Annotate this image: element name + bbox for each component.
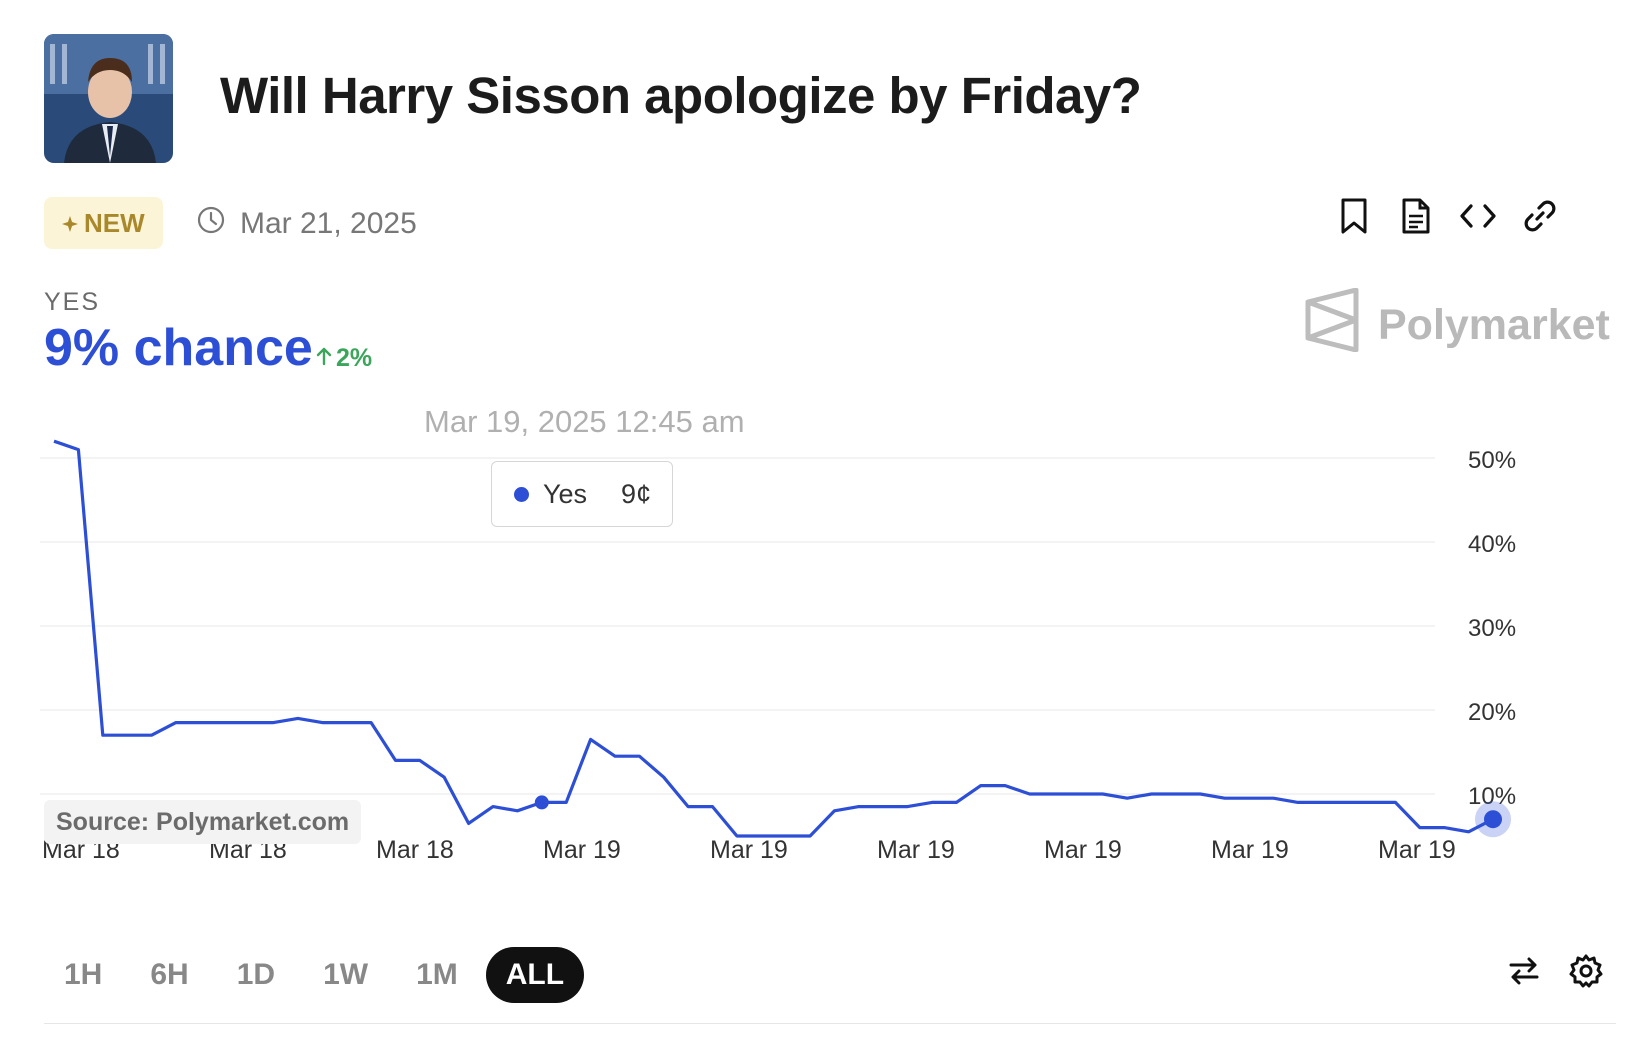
y-tick-label: 20% [1468, 699, 1516, 726]
y-tick-label: 10% [1468, 783, 1516, 810]
series-dot [514, 486, 529, 502]
hover-point [534, 795, 549, 810]
range-1m[interactable]: 1M [416, 958, 458, 991]
chart-tools [1504, 951, 1606, 991]
document-icon[interactable] [1396, 196, 1436, 236]
last-point [1484, 810, 1502, 829]
end-date-label: Mar 21, 2025 [240, 207, 417, 240]
x-tick-label: Mar 19 [1378, 836, 1456, 864]
clock-icon [196, 205, 226, 243]
range-6h[interactable]: 6H [150, 958, 189, 991]
range-1w[interactable]: 1W [323, 958, 369, 991]
bookmark-icon[interactable] [1334, 196, 1374, 236]
tooltip-value: 9¢ [621, 478, 652, 509]
source-label: Source: Polymarket.com [44, 800, 362, 844]
hover-date: Mar 19, 2025 12:45 am [424, 404, 745, 439]
action-bar [1334, 196, 1560, 236]
settings-icon[interactable] [1566, 951, 1606, 991]
y-tick-label: 30% [1468, 615, 1516, 642]
range-selector: 1H 6H 1D 1W 1M ALL [44, 947, 592, 1003]
outcome-label: YES [44, 288, 101, 316]
market-thumbnail [44, 34, 173, 163]
x-tick-label: Mar 19 [1044, 836, 1122, 864]
arrow-up-icon [316, 344, 332, 373]
x-tick-label: Mar 19 [1211, 836, 1289, 864]
end-date: Mar 21, 2025 [196, 205, 417, 243]
x-tick-label: Mar 19 [710, 836, 788, 864]
range-1h[interactable]: 1H [64, 958, 103, 991]
link-icon[interactable] [1520, 196, 1560, 236]
divider [44, 1023, 1616, 1024]
chance-delta-value: 2% [336, 344, 373, 372]
market-title: Will Harry Sisson apologize by Friday? [220, 67, 1142, 124]
swap-icon[interactable] [1504, 951, 1544, 991]
polymarket-icon [1304, 287, 1360, 363]
range-all[interactable]: ALL [485, 947, 585, 1003]
new-badge-label: NEW [84, 207, 145, 238]
x-tick-label: Mar 18 [376, 836, 454, 864]
polymarket-logo: Polymarket [1304, 287, 1610, 363]
range-1d[interactable]: 1D [236, 958, 276, 991]
price-chart[interactable]: 50%40%30%20%10%Mar 18 Mar 18 Mar 18 Mar 19 M… [40, 420, 1620, 920]
polymarket-wordmark: Polymarket [1378, 301, 1610, 349]
chart-tooltip: Yes 9¢ [491, 461, 673, 527]
chance-delta: 2% [316, 344, 372, 373]
x-tick-label: Mar 19 [543, 836, 621, 864]
tooltip-series: Yes [543, 478, 588, 509]
series-line-yes [53, 439, 1494, 838]
x-tick-label: Mar 19 [877, 836, 955, 864]
new-badge: NEW [44, 197, 163, 249]
sparkle-icon [62, 208, 78, 239]
embed-code-icon[interactable] [1458, 196, 1498, 236]
y-tick-label: 50% [1468, 447, 1516, 474]
y-tick-label: 40% [1468, 531, 1516, 558]
chance-value: 9% chance [44, 319, 313, 377]
